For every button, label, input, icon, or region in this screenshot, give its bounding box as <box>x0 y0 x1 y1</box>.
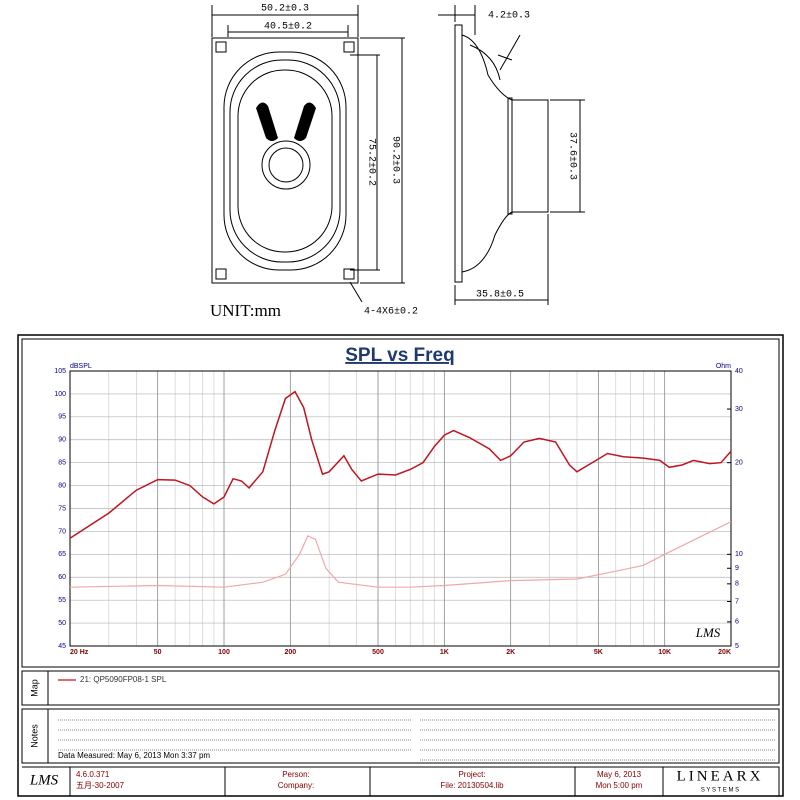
y2-axis-label: Ohm <box>716 363 731 370</box>
y2-tick-label: 5 <box>735 643 739 650</box>
dim-label: 40.5±0.2 <box>264 22 312 33</box>
measured: Data Measured: May 6, 2013 Mon 3:37 pm <box>58 751 210 760</box>
y2-tick-label: 7 <box>735 598 739 605</box>
dim-label: 4-4X6±0.2 <box>364 307 418 318</box>
series-line <box>69 521 732 588</box>
x-tick-label: 500 <box>372 649 384 656</box>
y2-tick-label: 6 <box>735 619 739 626</box>
x-tick-label: 50 <box>154 649 162 656</box>
y-tick-label: 65 <box>58 551 66 558</box>
y2-tick-label: 9 <box>735 565 739 572</box>
chart-frame <box>21 338 780 668</box>
cone-edge <box>237 69 333 253</box>
surround <box>223 51 347 271</box>
x-tick-label: 10K <box>658 649 671 656</box>
y2-tick-label: 10 <box>735 551 743 558</box>
brand: LINEARX <box>677 768 764 784</box>
y-tick-label: 95 <box>58 414 66 421</box>
dim-label: 75.2±0.2 <box>365 138 376 186</box>
y-tick-label: 90 <box>58 437 66 444</box>
brand-sub: S Y S T E M S <box>701 788 739 794</box>
file: File: 20130504.lib <box>440 781 504 790</box>
hole <box>215 268 227 280</box>
project: Project: <box>458 770 485 779</box>
y-tick-label: 105 <box>54 368 66 375</box>
person: Person: <box>282 770 310 779</box>
dim-label: 90.2±0.3 <box>389 136 400 184</box>
y2-tick-label: 40 <box>735 368 743 375</box>
y-tick-label: 100 <box>54 391 66 398</box>
y2-tick-label: 8 <box>735 581 739 588</box>
y-tick-label: 80 <box>58 482 66 489</box>
dim-lines <box>438 5 585 305</box>
note-lines <box>58 719 776 761</box>
side-frame <box>454 24 463 283</box>
logo: LMS <box>29 772 59 788</box>
x-tick-label: 5K <box>594 649 603 656</box>
y2-tick-label: 30 <box>735 406 743 413</box>
dim-label: 50.2±0.3 <box>261 4 309 15</box>
drawing: 50.2±0.3 40.5±0.2 75.2±0.2 90.2±0.3 UNIT… <box>210 4 585 320</box>
build: 五月-30-2007 <box>76 781 125 790</box>
y-tick-label: 85 <box>58 460 66 467</box>
plate <box>507 97 513 215</box>
surround-inner <box>229 59 341 263</box>
unit: UNIT:mm <box>210 301 281 320</box>
dim-label: 35.8±0.5 <box>476 290 524 301</box>
dim-label: 4.2±0.3 <box>488 11 530 22</box>
watermark: LMS <box>695 625 721 640</box>
x-tick-label: 100 <box>218 649 230 656</box>
lead <box>256 102 278 141</box>
x-tick-label: 20 Hz <box>70 649 89 656</box>
y-tick-label: 75 <box>58 505 66 512</box>
y-axis-label: dBSPL <box>70 363 92 370</box>
y-tick-label: 50 <box>58 620 66 627</box>
map-box <box>21 670 780 706</box>
company: Company: <box>278 781 314 790</box>
magnet <box>511 99 549 213</box>
x-tick-label: 20K <box>718 649 731 656</box>
terminal <box>497 34 521 71</box>
x-tick-label: 1K <box>440 649 449 656</box>
section-label: Notes <box>29 724 39 748</box>
y2-tick-label: 20 <box>735 460 743 467</box>
dim-label: 37.6±0.3 <box>566 132 577 180</box>
date: May 6, 2013 <box>597 770 642 779</box>
time: Mon 5:00 pm <box>596 781 643 790</box>
frame <box>211 37 359 284</box>
report: Map Notes Data Measured: May 6, 2013 Mon… <box>17 334 784 797</box>
hole <box>343 41 355 53</box>
legend-label: 21: QP5090FP08-1 SPL <box>80 675 167 684</box>
y-tick-label: 60 <box>58 574 66 581</box>
series-line <box>69 390 732 539</box>
x-tick-label: 200 <box>284 649 296 656</box>
hole <box>343 268 355 280</box>
x-tick-label: 2K <box>506 649 515 656</box>
version: 4.6.0.371 <box>76 770 110 779</box>
chart-title: SPL vs Freq <box>345 345 454 366</box>
lead <box>294 102 316 141</box>
notes-box <box>21 708 780 764</box>
dustcap-inner <box>268 147 304 183</box>
plot-border <box>69 370 732 647</box>
section-label: Map <box>29 679 39 697</box>
dim-lines <box>211 5 359 37</box>
dim-lines <box>350 37 405 284</box>
y-tick-label: 70 <box>58 528 66 535</box>
y-tick-label: 45 <box>58 643 66 650</box>
footer-lines <box>22 766 780 796</box>
y-tick-label: 55 <box>58 597 66 604</box>
hole <box>215 41 227 53</box>
plot: 4550556065707580859095100105567891020304… <box>54 368 743 684</box>
side-cone <box>461 34 513 273</box>
leader <box>349 281 363 303</box>
dustcap <box>261 140 311 190</box>
